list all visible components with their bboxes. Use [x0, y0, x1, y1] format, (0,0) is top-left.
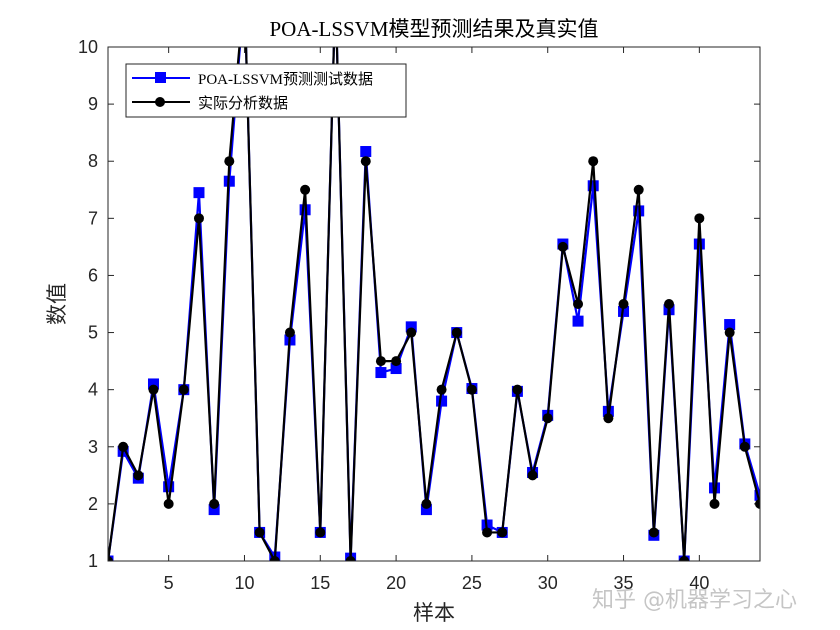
y-tick-label: 8 — [88, 151, 98, 171]
series-line-1 — [108, 47, 760, 561]
x-tick-label: 40 — [689, 573, 709, 593]
data-point-actual — [118, 441, 129, 452]
series-1 — [108, 47, 760, 561]
data-point-actual — [557, 241, 568, 252]
data-point-actual — [755, 498, 760, 509]
data-point-pred — [147, 378, 159, 390]
x-tick-label: 35 — [614, 573, 634, 593]
data-point-pred — [436, 395, 448, 407]
data-point-actual — [482, 527, 493, 538]
legend-marker-square-icon — [155, 72, 166, 83]
data-point-actual — [224, 156, 235, 167]
data-point-pred — [193, 187, 205, 199]
data-point-actual — [679, 556, 690, 561]
data-point-actual — [375, 356, 386, 367]
y-axis-label: 数值 — [45, 283, 69, 325]
data-point-actual — [209, 498, 220, 509]
data-point-pred — [163, 481, 175, 493]
data-point-actual — [512, 384, 523, 395]
data-point-actual — [315, 527, 326, 538]
data-point-actual — [193, 213, 204, 224]
data-point-actual — [391, 356, 402, 367]
y-tick-label: 9 — [88, 94, 98, 114]
data-point-actual — [406, 327, 417, 338]
data-point-actual — [436, 384, 447, 395]
data-point-pred — [405, 321, 417, 333]
x-axis-label: 样本 — [413, 601, 455, 625]
legend-marker-circle-icon — [155, 97, 165, 107]
data-point-actual — [421, 498, 432, 509]
data-point-actual — [178, 384, 189, 395]
data-point-actual — [108, 556, 113, 561]
data-point-actual — [451, 327, 462, 338]
y-tick-label: 2 — [88, 494, 98, 514]
data-point-pred — [587, 180, 599, 192]
data-point-actual — [284, 327, 295, 338]
data-point-actual — [664, 299, 675, 309]
data-point-actual — [603, 413, 614, 424]
x-tick-label: 20 — [386, 573, 406, 593]
x-tick-label: 25 — [462, 573, 482, 593]
y-tick-label: 4 — [88, 380, 98, 400]
data-point-pred — [572, 315, 584, 327]
data-point-actual — [163, 498, 174, 509]
data-point-actual — [466, 384, 477, 395]
data-point-actual — [633, 184, 644, 195]
data-point-actual — [648, 527, 659, 538]
data-point-actual — [573, 299, 584, 309]
data-point-actual — [618, 299, 629, 309]
data-point-actual — [694, 213, 705, 224]
data-point-pred — [390, 363, 402, 375]
data-point-actual — [724, 327, 735, 338]
data-point-pred — [375, 367, 387, 379]
data-point-pred — [360, 146, 372, 158]
data-point-actual — [739, 441, 750, 452]
data-point-actual — [709, 498, 720, 509]
x-tick-label: 5 — [164, 573, 174, 593]
legend: POA-LSSVM预测测试数据 实际分析数据 — [125, 63, 407, 118]
y-tick-label: 5 — [88, 323, 98, 343]
chart-title: POA-LSSVM模型预测结果及真实值 — [269, 17, 598, 41]
watermark: 知乎 @机器学习之心 — [592, 588, 797, 613]
y-tick-label: 1 — [88, 551, 98, 571]
y-tick-label: 6 — [88, 265, 98, 285]
x-tick-label: 15 — [310, 573, 330, 593]
data-point-actual — [148, 384, 159, 395]
y-tick-label: 3 — [88, 437, 98, 457]
data-point-actual — [133, 470, 144, 481]
legend-box — [125, 63, 407, 118]
plot-area-frame — [107, 46, 761, 562]
y-tick-label: 10 — [78, 37, 98, 57]
data-point-pred — [420, 504, 432, 516]
data-point-actual — [300, 184, 311, 195]
data-point-pred — [208, 504, 220, 516]
y-tick-label: 7 — [88, 208, 98, 228]
data-point-pred — [693, 238, 705, 250]
data-point-actual — [542, 413, 553, 424]
data-point-pred — [724, 319, 736, 331]
legend-label-actual: 实际分析数据 — [198, 95, 288, 112]
data-point-actual — [527, 470, 538, 481]
data-point-actual — [360, 156, 371, 167]
data-point-actual — [345, 556, 356, 561]
data-point-actual — [254, 527, 265, 538]
data-point-actual — [588, 156, 599, 167]
data-point-actual — [269, 556, 280, 561]
legend-label-pred: POA-LSSVM预测测试数据 — [198, 71, 373, 88]
x-tick-label: 30 — [538, 573, 558, 593]
data-point-actual — [497, 527, 508, 538]
x-tick-label: 10 — [234, 573, 254, 593]
